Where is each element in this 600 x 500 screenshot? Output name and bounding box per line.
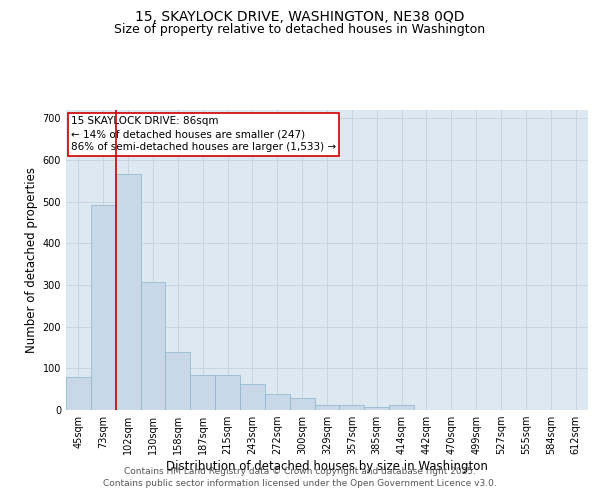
Bar [166,352,190,410]
Text: 15 SKAYLOCK DRIVE: 86sqm
← 14% of detached houses are smaller (247)
86% of semi-: 15 SKAYLOCK DRIVE: 86sqm ← 14% of detach… [71,116,337,152]
X-axis label: Distribution of detached houses by size in Washington: Distribution of detached houses by size … [166,460,488,473]
Bar [314,405,340,410]
Bar [265,394,290,410]
Text: Size of property relative to detached houses in Washington: Size of property relative to detached ho… [115,22,485,36]
Bar [190,376,215,410]
Bar [340,405,364,410]
Bar [389,405,414,410]
Bar [364,407,389,410]
Bar [290,398,314,410]
Bar [215,376,240,410]
Bar [116,174,140,410]
Y-axis label: Number of detached properties: Number of detached properties [25,167,38,353]
Bar [140,282,166,410]
Text: 15, SKAYLOCK DRIVE, WASHINGTON, NE38 0QD: 15, SKAYLOCK DRIVE, WASHINGTON, NE38 0QD [135,10,465,24]
Bar [240,384,265,410]
Bar [91,204,116,410]
Text: Contains HM Land Registry data © Crown copyright and database right 2025.
Contai: Contains HM Land Registry data © Crown c… [103,466,497,487]
Bar [66,376,91,410]
